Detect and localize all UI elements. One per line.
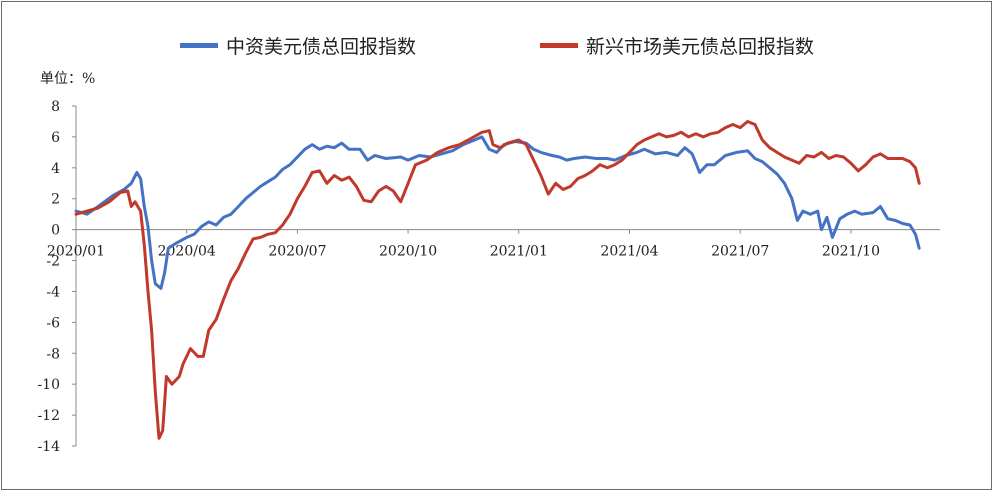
legend-label-china-usd-bond: 中资美元债总回报指数 — [226, 35, 417, 58]
y-tick-label: -4 — [46, 284, 60, 300]
y-tick-label: -12 — [37, 408, 60, 424]
x-tick-label: 2021/10 — [822, 244, 880, 260]
series-line-china-usd-bond — [74, 135, 921, 290]
legend-item-em-usd-bond: 新兴市场美元债总回报指数 — [540, 30, 814, 60]
y-tick-label: -6 — [46, 315, 60, 331]
x-tick-label: 2020/07 — [268, 244, 326, 260]
y-tick-label: -14 — [37, 439, 60, 455]
legend-swatch-china-usd-bond — [180, 42, 218, 48]
x-tick-label: 2021/04 — [600, 244, 658, 260]
legend-item-china-usd-bond: 中资美元债总回报指数 — [180, 30, 416, 60]
y-tick-label: -8 — [46, 346, 60, 362]
y-tick-label: 6 — [51, 130, 60, 146]
y-tick-label: 4 — [51, 161, 60, 177]
series-line-em-usd-bond — [74, 120, 921, 440]
y-tick-label: 8 — [51, 99, 60, 115]
x-tick-label: 2021/01 — [490, 244, 548, 260]
y-tick-label: -2 — [46, 254, 60, 270]
unit-label: 单位：% — [40, 71, 96, 87]
x-tick-label: 2020/10 — [379, 244, 437, 260]
legend-label-em-usd-bond: 新兴市场美元债总回报指数 — [586, 35, 815, 58]
y-tick-label: 2 — [51, 192, 60, 208]
y-tick-label: -10 — [37, 377, 60, 393]
legend-swatch-em-usd-bond — [540, 42, 578, 48]
y-tick-label: 0 — [51, 223, 60, 239]
x-tick-label: 2020/01 — [47, 244, 105, 260]
x-tick-label: 2021/07 — [711, 244, 769, 260]
x-tick-label: 2020/04 — [158, 244, 216, 260]
